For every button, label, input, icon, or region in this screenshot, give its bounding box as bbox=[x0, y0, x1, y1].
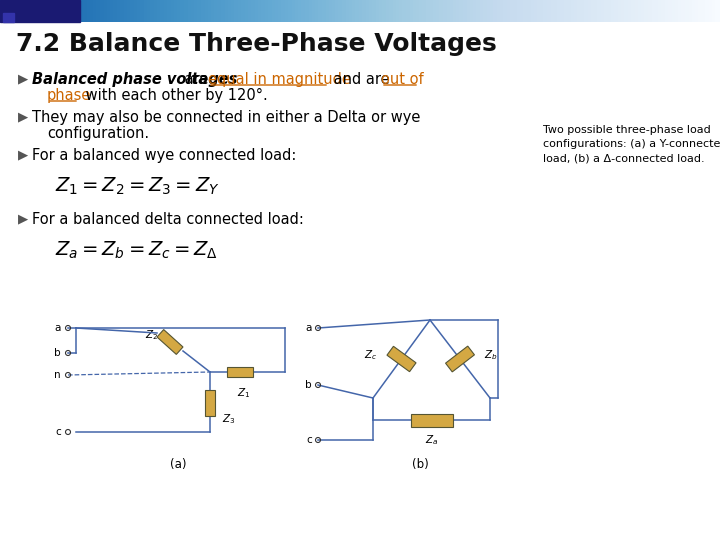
Text: a: a bbox=[55, 323, 61, 333]
Text: ▶: ▶ bbox=[18, 110, 28, 123]
Text: a: a bbox=[305, 323, 312, 333]
Text: ▶: ▶ bbox=[18, 212, 28, 225]
Text: equal in magnitude: equal in magnitude bbox=[208, 72, 351, 87]
Text: $Z_b$: $Z_b$ bbox=[484, 348, 498, 362]
Bar bbox=[3, 1, 16, 11]
Text: out of: out of bbox=[381, 72, 423, 87]
Bar bbox=[387, 346, 416, 372]
Text: are: are bbox=[180, 72, 213, 87]
Text: For a balanced delta connected load:: For a balanced delta connected load: bbox=[32, 212, 304, 227]
Text: c: c bbox=[306, 435, 312, 445]
Text: $Z_a = Z_b = Z_c = Z_\Delta$: $Z_a = Z_b = Z_c = Z_\Delta$ bbox=[55, 240, 218, 261]
Text: ▶: ▶ bbox=[18, 72, 28, 85]
Bar bbox=[3, 13, 14, 22]
Text: Balanced phase voltages: Balanced phase voltages bbox=[32, 72, 238, 87]
Bar bbox=[0, 0, 80, 22]
Text: with each other by 120°.: with each other by 120°. bbox=[81, 88, 268, 103]
Text: $Z_1 = Z_2 = Z_3 = Z_Y$: $Z_1 = Z_2 = Z_3 = Z_Y$ bbox=[55, 176, 220, 197]
Text: They may also be connected in either a Delta or wye: They may also be connected in either a D… bbox=[32, 110, 420, 125]
Text: $Z_a$: $Z_a$ bbox=[425, 433, 438, 447]
Text: Two possible three-phase load
configurations: (a) a Y-connected
load, (b) a Δ-co: Two possible three-phase load configurat… bbox=[543, 125, 720, 164]
Text: b: b bbox=[305, 380, 312, 390]
Text: ▶: ▶ bbox=[18, 148, 28, 161]
Text: $Z_c$: $Z_c$ bbox=[364, 348, 377, 362]
Bar bbox=[227, 367, 253, 377]
Text: 7.2 Balance Three-Phase Voltages: 7.2 Balance Three-Phase Voltages bbox=[16, 32, 497, 56]
Text: $Z_1$: $Z_1$ bbox=[238, 386, 251, 400]
Text: $Z_3$: $Z_3$ bbox=[222, 412, 235, 426]
Bar bbox=[446, 346, 474, 372]
Bar bbox=[157, 329, 183, 354]
Text: (a): (a) bbox=[170, 458, 186, 471]
Text: n: n bbox=[55, 370, 61, 380]
Bar bbox=[205, 390, 215, 416]
Text: and are: and are bbox=[329, 72, 395, 87]
Text: phase: phase bbox=[47, 88, 91, 103]
Text: $Z_2$: $Z_2$ bbox=[145, 328, 158, 342]
Text: For a balanced wye connected load:: For a balanced wye connected load: bbox=[32, 148, 297, 163]
Bar bbox=[410, 414, 452, 427]
Text: b: b bbox=[55, 348, 61, 358]
Text: configuration.: configuration. bbox=[47, 126, 149, 141]
Text: c: c bbox=[55, 427, 61, 437]
Text: (b): (b) bbox=[412, 458, 428, 471]
